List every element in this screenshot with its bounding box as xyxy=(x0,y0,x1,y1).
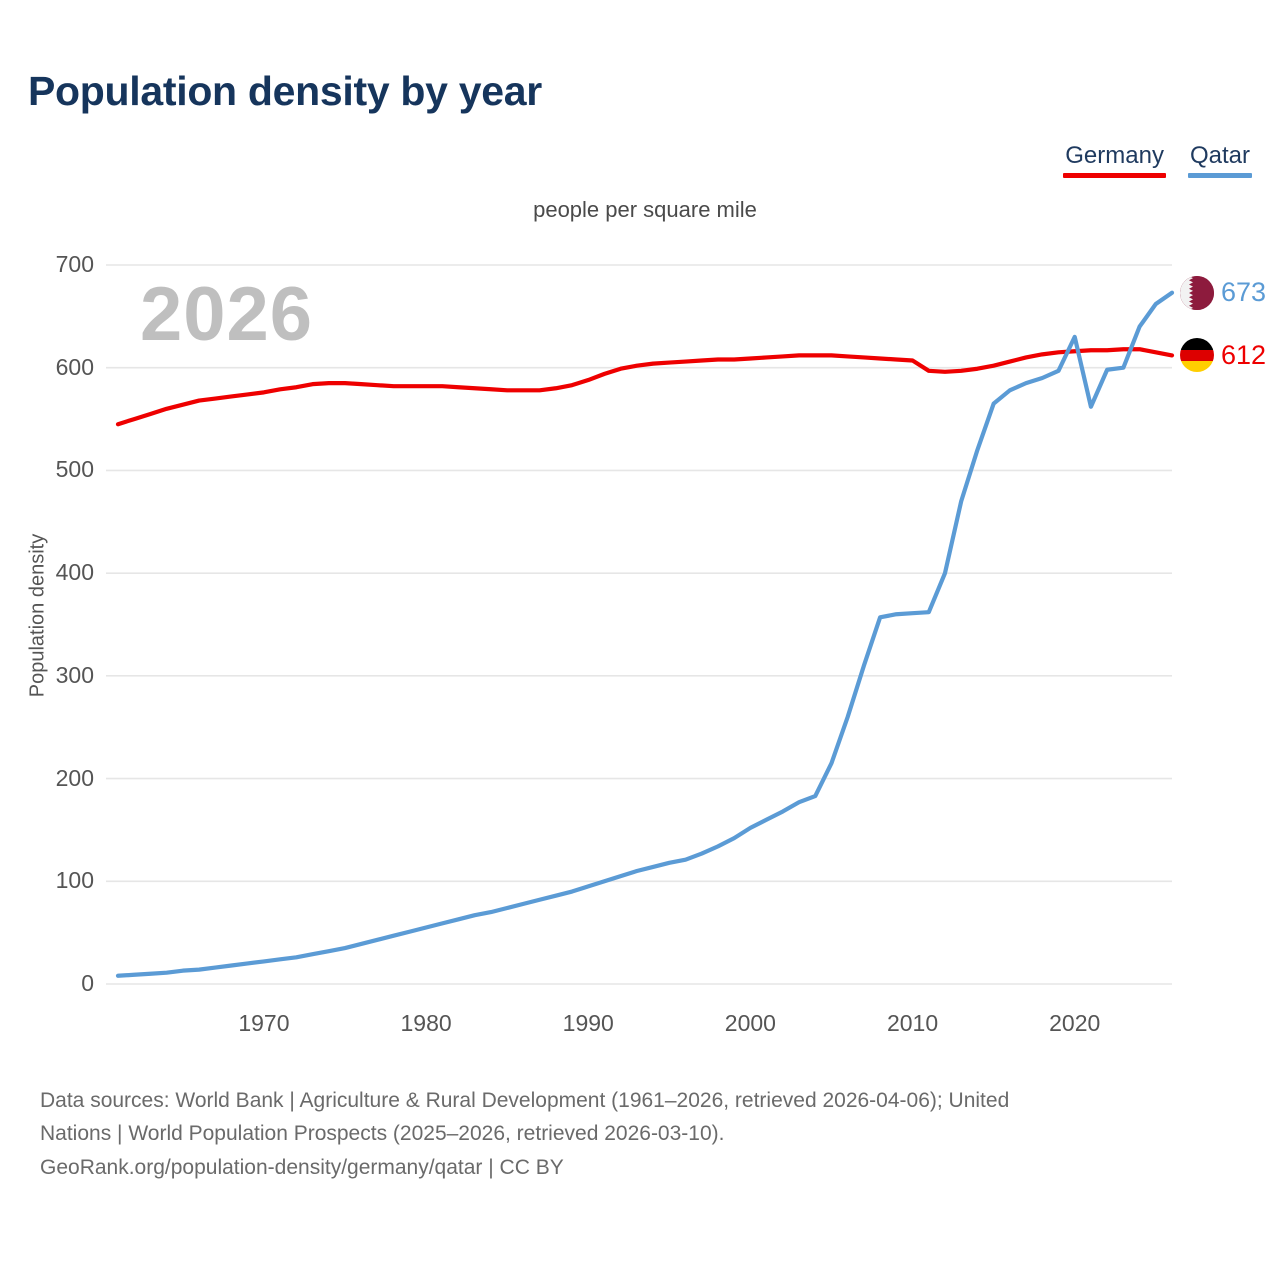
footer-credit-link[interactable]: GeoRank.org/population-density/germany/q… xyxy=(40,1156,564,1180)
qatar-flag-icon xyxy=(1180,275,1214,310)
x-tick-label: 1980 xyxy=(400,1010,452,1036)
y-tick-label: 500 xyxy=(55,456,94,483)
x-tick-label: 2000 xyxy=(724,1010,776,1036)
y-tick-label: 0 xyxy=(81,970,94,996)
x-tick-label: 1990 xyxy=(562,1010,614,1036)
y-tick-label: 700 xyxy=(55,251,94,277)
chart-plot-area: 2026 Population density 0 100 200 300 400 500… xyxy=(27,251,1267,1036)
x-tick-label: 2010 xyxy=(886,1010,939,1036)
germany-flag-icon xyxy=(1180,338,1214,373)
series-line-germany[interactable] xyxy=(115,347,1175,427)
x-tick-label: 2020 xyxy=(1049,1010,1101,1036)
series-line-qatar[interactable] xyxy=(115,290,1175,978)
endpoint-value-germany: 612 xyxy=(1221,339,1267,370)
legend-label-qatar: Qatar xyxy=(1189,142,1250,169)
y-tick-label: 100 xyxy=(55,867,94,894)
endpoint-value-qatar: 673 xyxy=(1221,277,1267,308)
footer: Data sources: World Bank | Agriculture &… xyxy=(40,1085,1250,1185)
endpoint-marker-qatar[interactable]: 673 xyxy=(1180,275,1267,310)
footer-line-2: Nations | World Population Prospects (20… xyxy=(40,1121,725,1145)
legend-rule-germany xyxy=(1063,173,1166,178)
x-tick-label: 1970 xyxy=(238,1010,290,1036)
legend-item-qatar[interactable]: Qatar xyxy=(1187,142,1252,178)
series-lines xyxy=(115,290,1175,978)
legend: Germany Qatar xyxy=(1063,144,1252,178)
y-tick-label: 300 xyxy=(55,661,94,688)
y-tick-label: 600 xyxy=(55,353,94,380)
footer-line-1: Data sources: World Bank | Agriculture &… xyxy=(40,1089,1010,1112)
legend-rule-qatar xyxy=(1187,173,1252,178)
legend-item-germany[interactable]: Germany xyxy=(1063,144,1166,178)
chart-svg xyxy=(106,264,1175,985)
gridlines xyxy=(106,264,1172,985)
watermark-year: 2026 xyxy=(140,272,314,357)
page-title: Population density by year xyxy=(28,68,542,114)
y-tick-label: 200 xyxy=(55,764,94,791)
chart-subtitle: people per square mile xyxy=(533,197,757,222)
y-tick-label: 400 xyxy=(55,559,94,586)
legend-label-germany: Germany xyxy=(1065,142,1164,169)
endpoint-marker-germany[interactable]: 612 xyxy=(1180,338,1267,373)
